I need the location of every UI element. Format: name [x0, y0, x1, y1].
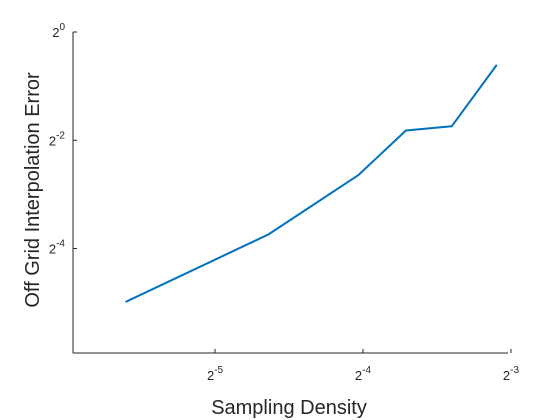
y-tick-label: 2-2	[49, 130, 66, 148]
x-tick-label: 2-5	[207, 365, 224, 383]
plot-area: 2-5 2-4 2-3 20 2-2 2-4	[49, 22, 520, 383]
y-axis-label: Off Grid Interpolation Error	[22, 72, 44, 308]
y-tick-label: 20	[52, 22, 65, 40]
x-tick-label: 2-4	[355, 365, 372, 383]
x-axis-label: Sampling Density	[211, 397, 367, 419]
x-tick-label: 2-3	[503, 365, 520, 383]
series-line	[125, 64, 498, 303]
y-tick-label: 2-4	[49, 239, 66, 257]
